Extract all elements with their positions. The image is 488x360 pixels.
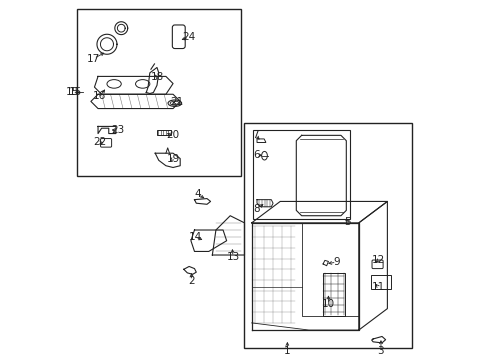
Bar [323, 273, 344, 316]
Text: 5: 5 [344, 217, 350, 227]
Bar [77, 9, 241, 176]
Text: 22: 22 [93, 138, 106, 148]
Text: 14: 14 [188, 232, 202, 242]
Text: 7: 7 [251, 130, 258, 140]
Bar [370, 275, 390, 289]
Text: 11: 11 [371, 282, 384, 292]
Text: 15: 15 [65, 87, 79, 98]
Text: 20: 20 [166, 130, 179, 140]
Polygon shape [257, 139, 265, 143]
Text: 6: 6 [253, 150, 260, 160]
Text: 2: 2 [188, 276, 195, 286]
Text: 19: 19 [166, 154, 179, 163]
Bar [244, 123, 411, 348]
Text: 8: 8 [253, 203, 260, 213]
Text: 10: 10 [321, 299, 334, 309]
Text: 23: 23 [111, 125, 124, 135]
Text: 17: 17 [87, 54, 100, 64]
Text: 9: 9 [333, 257, 339, 267]
Text: 24: 24 [182, 32, 195, 42]
Text: 18: 18 [150, 72, 163, 82]
FancyBboxPatch shape [371, 260, 382, 269]
Text: 3: 3 [377, 346, 384, 356]
Text: 15: 15 [69, 87, 82, 98]
Polygon shape [157, 130, 171, 135]
Text: 21: 21 [170, 97, 183, 107]
Text: 4: 4 [194, 189, 200, 199]
Bar [253, 130, 349, 219]
FancyBboxPatch shape [101, 139, 111, 147]
Text: 13: 13 [226, 252, 239, 262]
FancyBboxPatch shape [172, 25, 185, 49]
Text: 16: 16 [93, 91, 106, 101]
Text: 12: 12 [371, 255, 384, 265]
Text: 1: 1 [284, 346, 290, 356]
